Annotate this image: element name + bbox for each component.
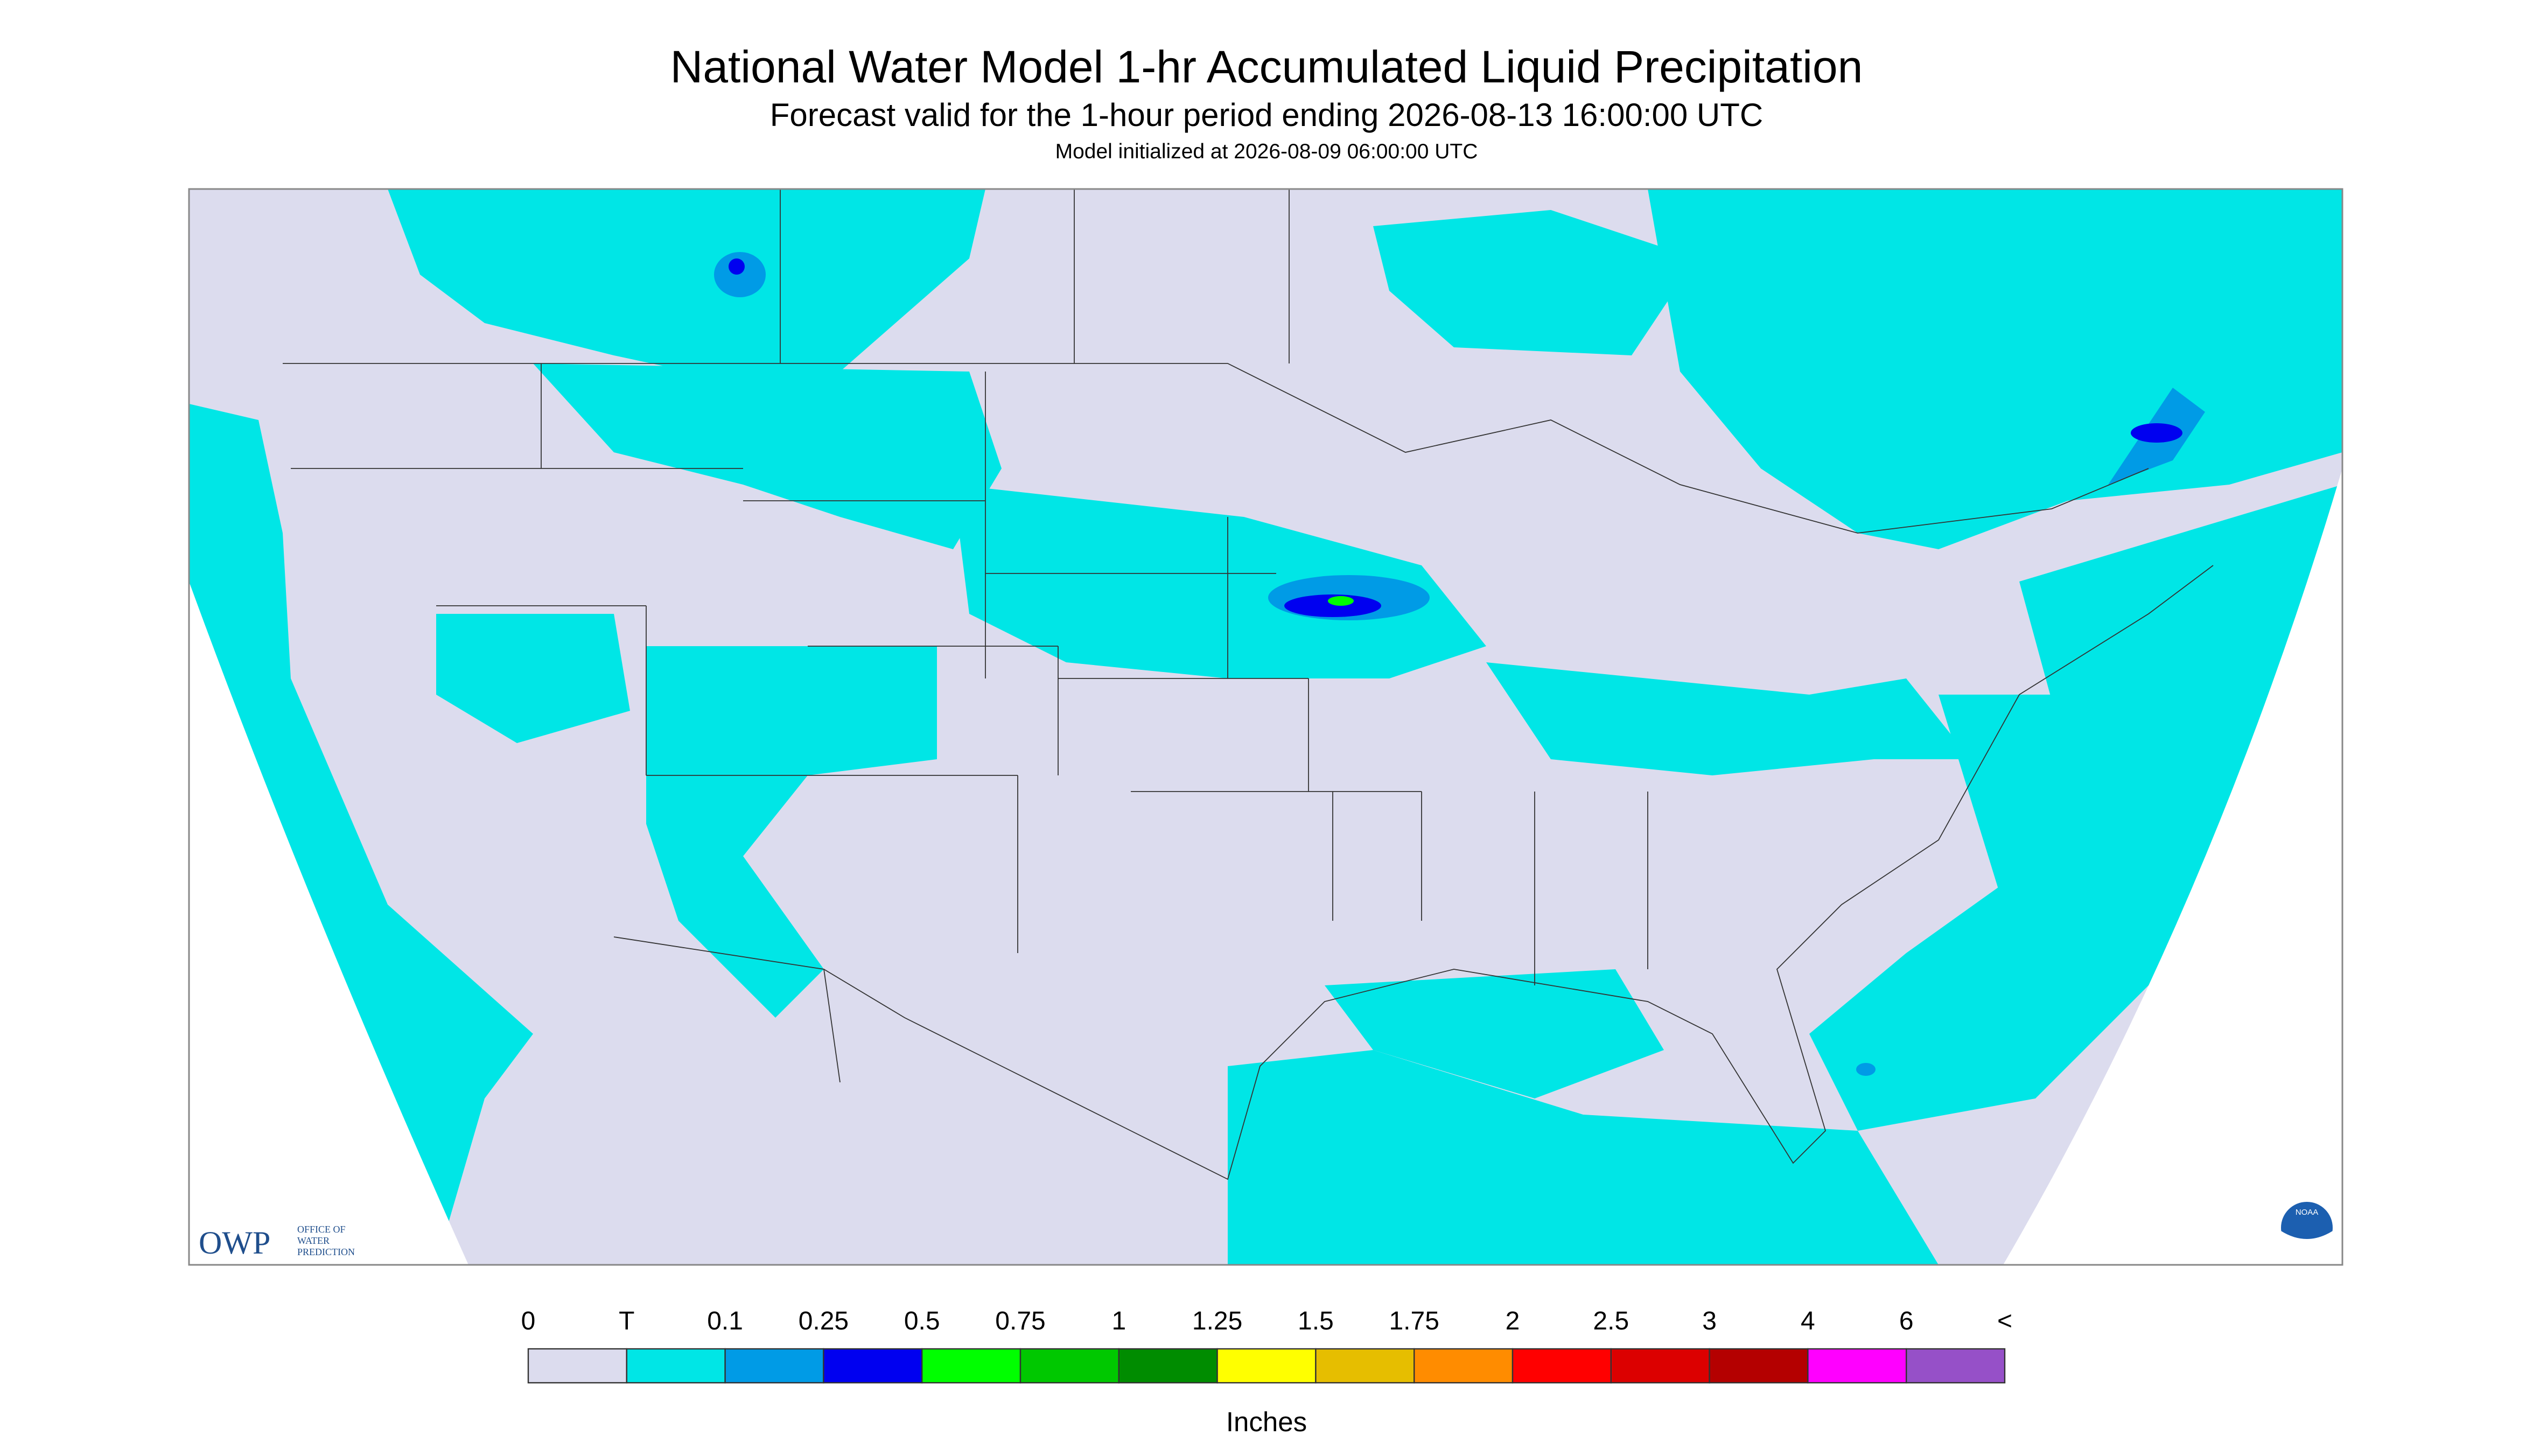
legend-swatch xyxy=(1807,1348,1907,1384)
owp-line: PREDICTION xyxy=(297,1247,355,1257)
map: OWP OFFICE OF WATER PREDICTION NOAA xyxy=(188,188,2343,1266)
owp-line: WATER xyxy=(297,1235,330,1246)
legend-swatch xyxy=(921,1348,1021,1384)
owp-logo: OWP xyxy=(199,1225,270,1261)
legend-swatch xyxy=(1905,1348,2006,1384)
legend-label: 0 xyxy=(521,1307,536,1335)
legend-label: 0.25 xyxy=(799,1307,849,1335)
legend-swatch xyxy=(1315,1348,1415,1384)
legend-swatch xyxy=(724,1348,824,1384)
legend-swatch xyxy=(1709,1348,1809,1384)
legend-label: 3 xyxy=(1702,1307,1717,1335)
legend-swatch xyxy=(1019,1348,1120,1384)
noaa-logo-text: NOAA xyxy=(2296,1208,2319,1217)
legend-label: 4 xyxy=(1801,1307,1815,1335)
legend-label: 1.75 xyxy=(1389,1307,1439,1335)
legend-swatch xyxy=(823,1348,923,1384)
legend-label: < xyxy=(1997,1307,2012,1335)
subtitle: Forecast valid for the 1-hour period end… xyxy=(770,97,1763,133)
legend-label: 6 xyxy=(1899,1307,1914,1335)
legend-swatch xyxy=(1512,1348,1612,1384)
legend-label: 0.5 xyxy=(904,1307,940,1335)
legend-swatch xyxy=(1118,1348,1218,1384)
legend-label: 2.5 xyxy=(1593,1307,1629,1335)
legend: 0 T 0.1 0.25 0.5 0.75 1 1.25 1.5 1.75 2 2.5 3 4 6 < xyxy=(521,1307,2012,1384)
precip-areas xyxy=(189,189,2342,1265)
noaa-logo-wave xyxy=(2281,1231,2333,1257)
legend-swatch xyxy=(1216,1348,1317,1384)
legend-label: 2 xyxy=(1506,1307,1520,1335)
owp-line: OFFICE OF xyxy=(297,1224,346,1235)
init-note: Model initialized at 2026-08-09 06:00:00… xyxy=(1055,140,1478,163)
legend-swatch xyxy=(527,1348,628,1384)
boundaries xyxy=(283,189,2214,1180)
legend-label: 0.1 xyxy=(707,1307,743,1335)
legend-label: T xyxy=(619,1307,634,1335)
legend-unit: Inches xyxy=(1226,1406,1307,1437)
legend-label: 1.5 xyxy=(1298,1307,1334,1335)
legend-swatch xyxy=(1414,1348,1514,1384)
title: National Water Model 1-hr Accumulated Li… xyxy=(670,41,1863,92)
map-frame xyxy=(188,188,2343,1266)
legend-swatch xyxy=(1610,1348,1710,1384)
legend-label: 1 xyxy=(1111,1307,1126,1335)
legend-swatch xyxy=(626,1348,726,1384)
legend-label: 1.25 xyxy=(1192,1307,1242,1335)
legend-label: 0.75 xyxy=(995,1307,1045,1335)
precip-areas-intense xyxy=(729,258,2182,618)
owp-logo-text: OFFICE OF WATER PREDICTION xyxy=(297,1224,355,1257)
